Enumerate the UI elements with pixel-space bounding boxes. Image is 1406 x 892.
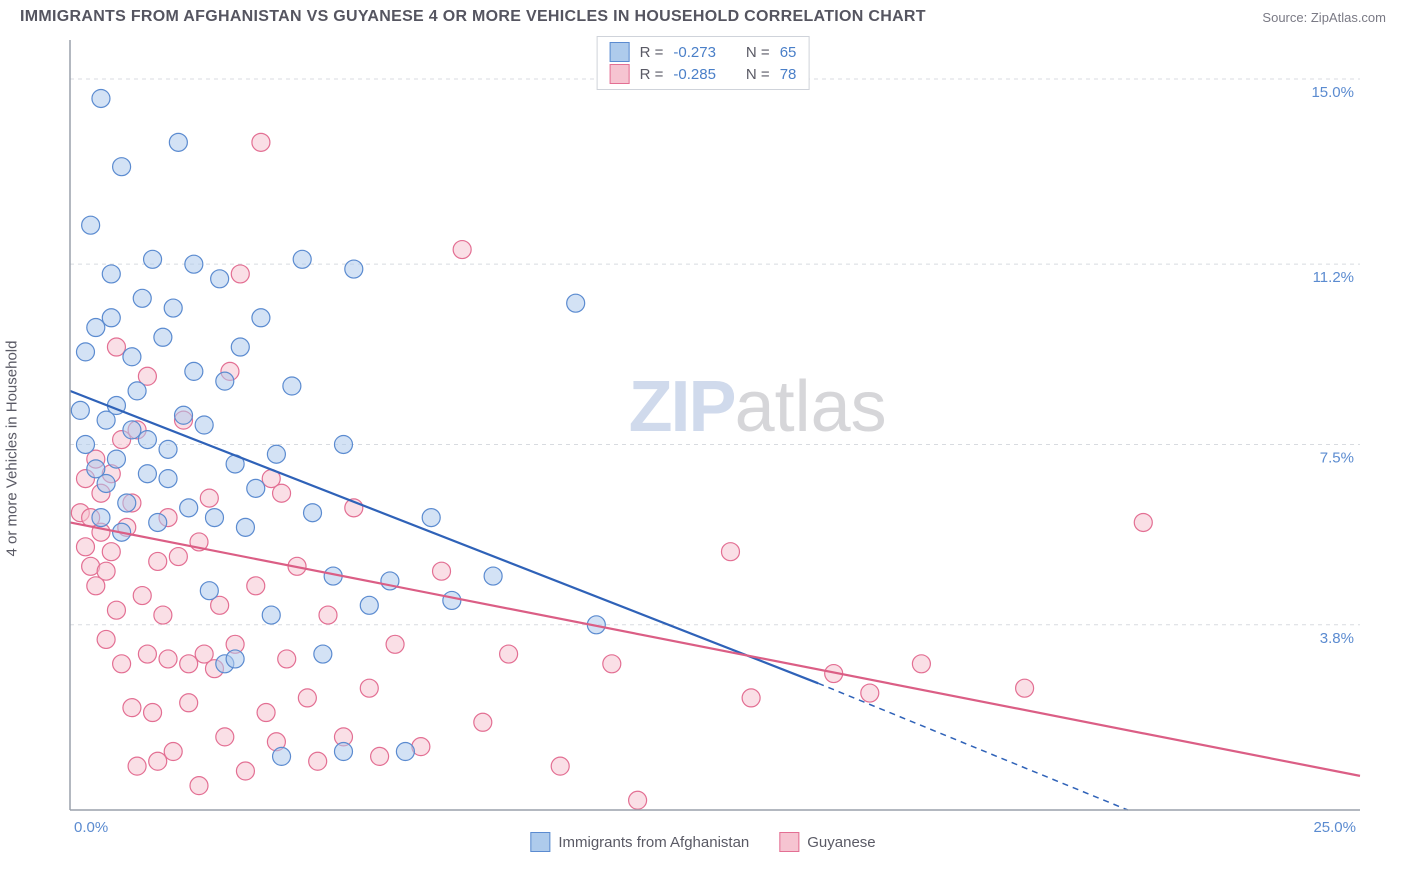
source-attribution: Source: ZipAtlas.com [1262, 10, 1386, 25]
svg-text:11.2%: 11.2% [1313, 269, 1354, 286]
r-value-1: -0.285 [673, 66, 716, 83]
series-legend: Immigrants from Afghanistan Guyanese [530, 832, 875, 852]
source-label: Source: [1262, 10, 1307, 25]
svg-text:0.0%: 0.0% [74, 819, 108, 836]
legend-swatch-0 [610, 42, 630, 62]
r-label: R = [640, 44, 664, 61]
chart-title: IMMIGRANTS FROM AFGHANISTAN VS GUYANESE … [20, 8, 926, 26]
legend-swatch-1 [610, 64, 630, 84]
source-name: ZipAtlas.com [1311, 10, 1386, 25]
legend-row-series-0: R = -0.273 N = 65 [610, 41, 797, 63]
y-axis-label: 4 or more Vehicles in Household [4, 341, 21, 557]
legend-item-1: Guyanese [779, 832, 875, 852]
correlation-legend: R = -0.273 N = 65 R = -0.285 N = 78 [597, 36, 810, 90]
svg-text:15.0%: 15.0% [1311, 84, 1354, 101]
scatter-chart: 3.8% 7.5% 11.2% 15.0% 0.0% 25.0% [20, 30, 1386, 850]
n-label: N = [746, 66, 770, 83]
legend-swatch-bottom-1 [779, 832, 799, 852]
chart-container: 4 or more Vehicles in Household 3.8%7.5%… [20, 30, 1386, 850]
n-label: N = [746, 44, 770, 61]
legend-label-0: Immigrants from Afghanistan [558, 834, 749, 851]
svg-text:3.8%: 3.8% [1320, 630, 1354, 647]
svg-text:7.5%: 7.5% [1320, 449, 1354, 466]
legend-label-1: Guyanese [807, 834, 875, 851]
r-value-0: -0.273 [673, 44, 716, 61]
n-value-0: 65 [780, 44, 797, 61]
r-label: R = [640, 66, 664, 83]
legend-row-series-1: R = -0.285 N = 78 [610, 63, 797, 85]
legend-swatch-bottom-0 [530, 832, 550, 852]
legend-item-0: Immigrants from Afghanistan [530, 832, 749, 852]
chart-header: IMMIGRANTS FROM AFGHANISTAN VS GUYANESE … [0, 0, 1406, 30]
n-value-1: 78 [780, 66, 797, 83]
svg-text:25.0%: 25.0% [1313, 819, 1356, 836]
